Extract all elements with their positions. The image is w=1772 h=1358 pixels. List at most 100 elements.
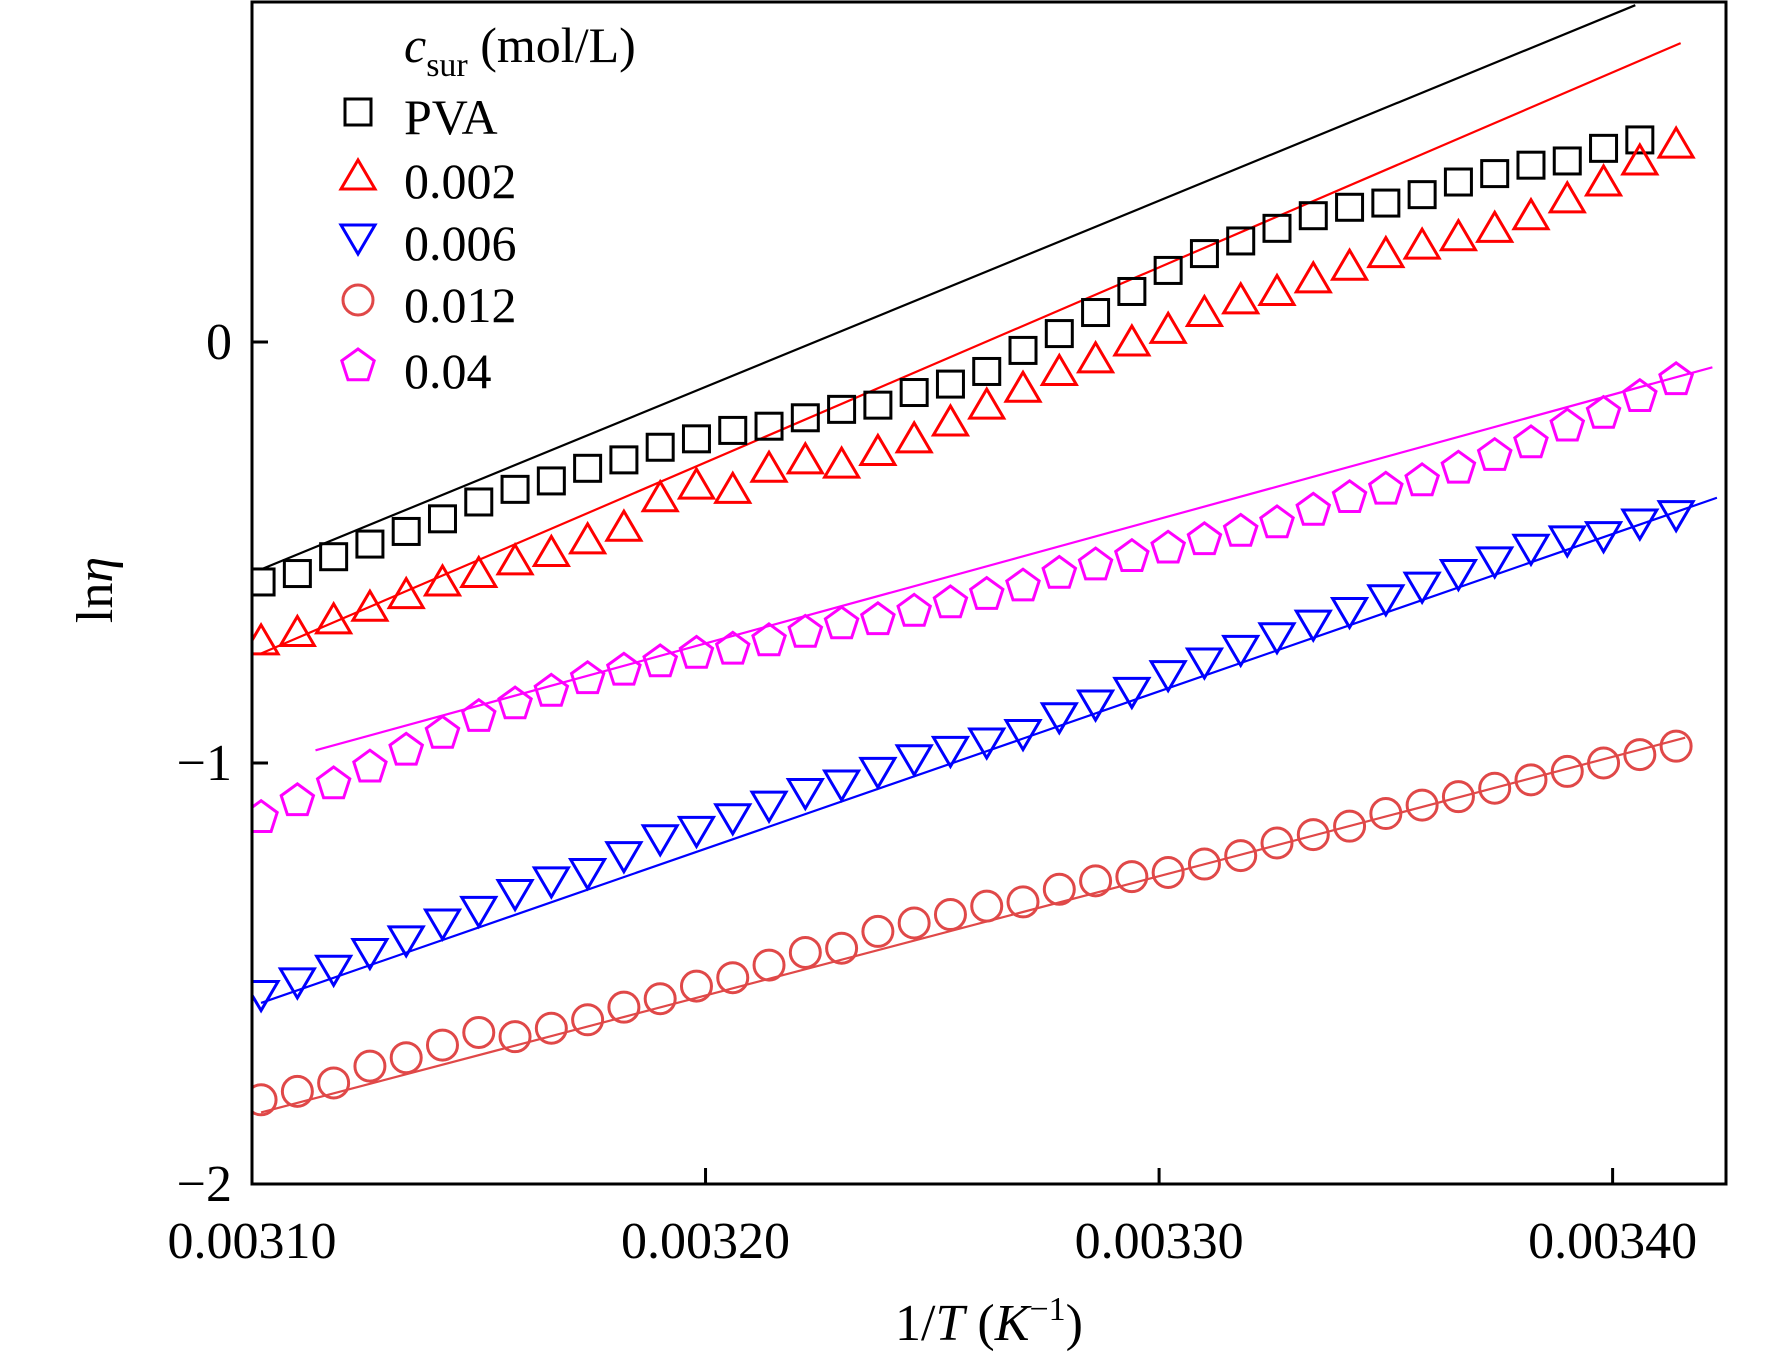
point-1-21 bbox=[1003, 369, 1043, 403]
x-tick-label-0: 0.00310 bbox=[168, 1213, 337, 1270]
point-2-4 bbox=[386, 925, 426, 959]
x-tick-label-1: 0.00320 bbox=[621, 1213, 790, 1270]
point-3-2 bbox=[317, 1066, 351, 1100]
point-3-33 bbox=[1441, 780, 1475, 814]
point-1-15 bbox=[785, 440, 825, 475]
point-3-19 bbox=[933, 898, 967, 932]
point-1-39 bbox=[1656, 125, 1696, 159]
point-0-20 bbox=[972, 356, 1002, 386]
point-0-19 bbox=[935, 369, 965, 399]
point-1-7 bbox=[495, 541, 535, 576]
legend-marker-2 bbox=[338, 223, 378, 257]
point-1-36 bbox=[1547, 179, 1587, 214]
point-3-22 bbox=[1042, 872, 1076, 906]
point-1-31 bbox=[1366, 234, 1406, 269]
point-2-20 bbox=[967, 727, 1007, 761]
point-0-30 bbox=[1335, 192, 1365, 222]
point-1-12 bbox=[676, 466, 717, 500]
x-tick-label-3: 0.00340 bbox=[1528, 1213, 1697, 1270]
point-3-29 bbox=[1296, 818, 1330, 852]
point-3-8 bbox=[534, 1011, 568, 1045]
point-4-37 bbox=[1585, 394, 1622, 429]
point-4-31 bbox=[1367, 470, 1404, 505]
point-4-30 bbox=[1331, 478, 1368, 513]
point-2-18 bbox=[894, 744, 934, 778]
point-4-1 bbox=[279, 782, 316, 817]
point-4-39 bbox=[1658, 361, 1695, 396]
point-0-33 bbox=[1443, 167, 1473, 197]
point-0-37 bbox=[1589, 133, 1619, 163]
point-2-34 bbox=[1475, 546, 1515, 580]
y-tick-label-0: 0 bbox=[206, 314, 232, 371]
point-4-20 bbox=[968, 575, 1005, 610]
point-2-19 bbox=[930, 735, 971, 770]
fit-line-0 bbox=[260, 4, 1636, 571]
point-0-11 bbox=[645, 432, 675, 462]
point-0-15 bbox=[790, 403, 820, 433]
point-4-36 bbox=[1549, 407, 1586, 442]
point-2-15 bbox=[785, 777, 825, 812]
point-3-30 bbox=[1333, 809, 1367, 843]
point-2-5 bbox=[422, 908, 463, 942]
point-1-3 bbox=[350, 588, 390, 622]
point-4-33 bbox=[1440, 449, 1477, 484]
point-4-10 bbox=[605, 651, 642, 686]
point-4-18 bbox=[896, 592, 933, 627]
point-0-13 bbox=[718, 415, 748, 445]
point-3-27 bbox=[1224, 839, 1258, 873]
point-1-17 bbox=[858, 432, 898, 466]
point-1-2 bbox=[314, 600, 354, 635]
point-3-11 bbox=[643, 982, 677, 1016]
point-1-18 bbox=[894, 419, 934, 454]
point-1-10 bbox=[604, 508, 644, 542]
point-4-29 bbox=[1295, 491, 1332, 526]
legend-marker-0 bbox=[343, 97, 373, 127]
point-0-22 bbox=[1044, 319, 1074, 349]
point-4-2 bbox=[315, 765, 352, 800]
point-0-21 bbox=[1008, 335, 1038, 365]
legend: csur (mol/L)PVA 0.002 0.006 0.012 0.04 bbox=[338, 17, 636, 399]
point-2-17 bbox=[858, 756, 898, 791]
point-2-14 bbox=[749, 790, 789, 825]
point-2-32 bbox=[1402, 571, 1442, 606]
point-3-36 bbox=[1550, 754, 1584, 788]
point-2-28 bbox=[1257, 622, 1297, 656]
point-0-26 bbox=[1189, 239, 1219, 269]
point-1-16 bbox=[821, 445, 862, 479]
point-4-7 bbox=[497, 685, 533, 720]
point-4-21 bbox=[1005, 567, 1041, 602]
point-2-25 bbox=[1148, 660, 1188, 694]
point-0-29 bbox=[1298, 201, 1328, 231]
point-4-25 bbox=[1150, 529, 1187, 564]
point-1-25 bbox=[1148, 310, 1188, 344]
fit-line-1 bbox=[260, 42, 1682, 655]
point-1-35 bbox=[1511, 196, 1551, 231]
point-0-32 bbox=[1407, 180, 1437, 210]
point-0-27 bbox=[1226, 226, 1256, 256]
point-3-0 bbox=[252, 1083, 278, 1117]
point-4-27 bbox=[1222, 512, 1259, 547]
point-3-14 bbox=[752, 948, 786, 982]
point-0-1 bbox=[282, 559, 312, 589]
point-2-9 bbox=[568, 857, 608, 892]
point-0-31 bbox=[1371, 188, 1401, 218]
point-4-14 bbox=[751, 622, 787, 657]
point-3-16 bbox=[825, 931, 859, 965]
point-3-6 bbox=[462, 1015, 496, 1049]
point-2-1 bbox=[277, 967, 317, 1001]
point-4-23 bbox=[1077, 546, 1114, 581]
point-2-33 bbox=[1438, 559, 1479, 593]
data-points bbox=[252, 125, 1696, 1117]
point-2-29 bbox=[1293, 609, 1333, 644]
point-1-9 bbox=[568, 520, 608, 555]
point-3-32 bbox=[1405, 788, 1439, 822]
legend-marker-3 bbox=[341, 283, 375, 317]
point-1-6 bbox=[459, 554, 499, 589]
legend-marker-1 bbox=[338, 157, 378, 191]
axes: 0.00310 0.00320 0.00330 0.00340 0 −1 −2 1/T (K−… bbox=[67, 0, 1728, 1352]
point-2-26 bbox=[1184, 647, 1225, 681]
point-3-15 bbox=[788, 935, 822, 969]
point-1-32 bbox=[1402, 226, 1442, 260]
point-2-13 bbox=[713, 803, 753, 837]
point-1-28 bbox=[1257, 272, 1297, 306]
